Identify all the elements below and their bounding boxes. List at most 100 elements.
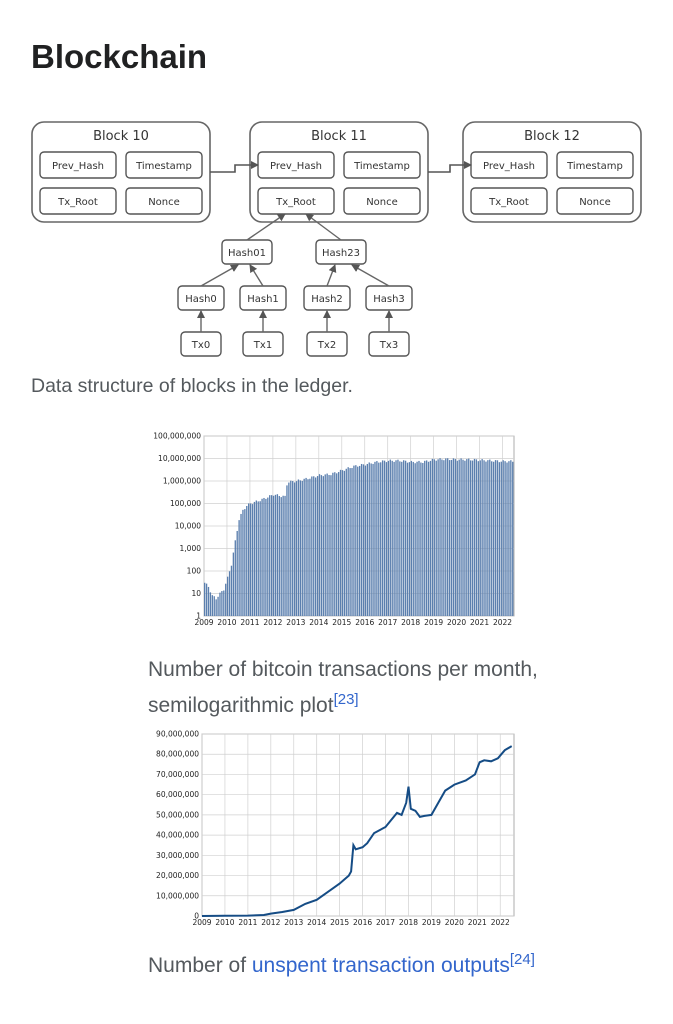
block-field: [343, 187, 421, 215]
bar: [288, 482, 290, 616]
bar: [234, 540, 236, 616]
x-tick-label: 2010: [217, 618, 236, 627]
y-tick-label: 10,000: [175, 522, 201, 531]
bar: [255, 500, 258, 616]
transactions-chart: 1 10 100 1,000 10,000 100,000 1,000,000 10,000,…: [153, 432, 515, 627]
bar: [360, 463, 363, 616]
bar: [425, 460, 428, 616]
y-tick-label: 60,000,000: [156, 790, 199, 799]
prev-hash-connector: [428, 161, 472, 173]
bar: [468, 458, 470, 616]
bar: [219, 592, 221, 616]
y-tick-label: 80,000,000: [156, 750, 199, 759]
bar: [492, 461, 495, 616]
bar: [320, 475, 323, 616]
bar: [443, 460, 445, 616]
bar: [420, 462, 422, 616]
hash-pair-label: Hash01: [228, 248, 266, 259]
utxo-caption-link[interactable]: unspent transaction outputs: [251, 954, 510, 977]
bar: [359, 465, 361, 616]
bar: [355, 465, 357, 616]
bar: [295, 481, 298, 616]
transaction-label: Tx1: [253, 340, 272, 351]
bar: [293, 482, 296, 616]
bar: [502, 460, 504, 616]
bar: [387, 460, 390, 616]
block-title: Block 10: [93, 129, 149, 144]
bar: [311, 476, 313, 616]
bar: [475, 459, 478, 616]
block-field-label: Nonce: [366, 197, 398, 208]
bar: [391, 460, 393, 616]
y-tick-label: 30,000,000: [156, 851, 199, 860]
x-tick-label: 2018: [401, 618, 420, 627]
bar: [362, 464, 365, 616]
bar: [261, 498, 263, 616]
hash-leaf-label: Hash3: [373, 294, 405, 305]
bar: [286, 485, 288, 616]
bar: [238, 520, 240, 616]
x-tick-label: 2015: [330, 918, 349, 927]
bar: [223, 590, 225, 616]
bar: [445, 458, 447, 616]
block-title: Block 11: [311, 129, 367, 144]
bar: [246, 505, 248, 616]
bar: [412, 461, 414, 616]
block-2: Block 11 Prev_Hash Timestamp Tx_Root Nonce: [249, 121, 429, 223]
bar: [324, 474, 326, 616]
block-field-label: Nonce: [148, 197, 180, 208]
block-field-label: Tx_Root: [275, 197, 316, 208]
bar: [343, 470, 346, 616]
bar: [328, 475, 330, 616]
bar: [374, 461, 376, 616]
block-field-label: Tx_Root: [57, 197, 98, 208]
reference-link-24[interactable]: [24]: [509, 951, 535, 968]
bar: [410, 460, 413, 616]
bar: [236, 530, 238, 616]
y-tick-label: 10: [191, 589, 201, 598]
bar: [512, 461, 514, 616]
bar: [349, 468, 351, 616]
tree-arrow: [200, 264, 239, 287]
x-tick-label: 2021: [468, 918, 487, 927]
bar: [504, 461, 506, 616]
x-tick-label: 2012: [261, 918, 280, 927]
bar: [401, 461, 403, 616]
bar: [269, 495, 271, 616]
bar: [357, 466, 359, 616]
reference-link-23[interactable]: [23]: [333, 691, 359, 708]
bar: [452, 458, 455, 616]
bar: [276, 494, 279, 616]
bar: [450, 459, 453, 616]
bar: [431, 458, 434, 616]
bar: [408, 462, 411, 616]
bar: [292, 481, 294, 616]
bar: [366, 463, 368, 616]
x-tick-label: 2018: [399, 918, 418, 927]
bar: [205, 583, 208, 616]
x-tick-label: 2015: [332, 618, 351, 627]
bar: [483, 460, 485, 616]
x-tick-label: 2020: [447, 618, 466, 627]
bar: [240, 513, 242, 616]
bar: [299, 480, 302, 616]
bar: [510, 460, 512, 616]
block-field: [257, 187, 335, 215]
block-field-label: Timestamp: [353, 161, 410, 172]
bar: [336, 473, 338, 616]
bar: [500, 461, 502, 616]
bar: [389, 459, 391, 616]
bar: [498, 462, 501, 616]
x-tick-label: 2011: [238, 918, 257, 927]
x-tick-label: 2017: [378, 618, 397, 627]
y-tick-label: 1,000: [180, 544, 202, 553]
bar: [406, 462, 409, 616]
x-tick-label: 2014: [307, 918, 326, 927]
bar: [305, 477, 307, 616]
bar: [322, 476, 324, 616]
bar: [441, 459, 443, 616]
bar: [491, 461, 493, 616]
bar: [297, 479, 300, 616]
bar: [221, 591, 223, 616]
